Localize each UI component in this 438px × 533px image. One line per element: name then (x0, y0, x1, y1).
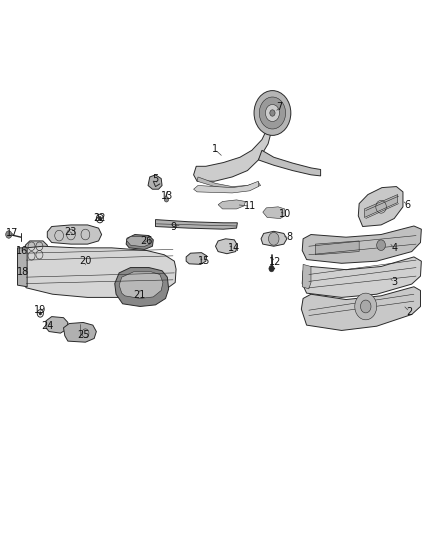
Circle shape (270, 110, 275, 116)
Circle shape (360, 300, 371, 313)
Polygon shape (258, 150, 321, 176)
Polygon shape (302, 226, 421, 263)
Polygon shape (21, 264, 43, 278)
Circle shape (164, 197, 169, 202)
Text: 14: 14 (228, 243, 240, 253)
Text: 26: 26 (141, 236, 153, 246)
Circle shape (259, 97, 286, 129)
Polygon shape (194, 120, 272, 181)
Circle shape (6, 231, 12, 238)
Text: 22: 22 (94, 213, 106, 223)
Polygon shape (358, 187, 403, 227)
Polygon shape (18, 246, 176, 297)
Polygon shape (126, 235, 153, 249)
Circle shape (265, 104, 279, 122)
Text: 12: 12 (269, 257, 281, 267)
Circle shape (269, 265, 274, 272)
Text: 11: 11 (244, 201, 257, 211)
Circle shape (377, 240, 385, 251)
Polygon shape (155, 220, 237, 229)
Polygon shape (186, 253, 207, 264)
Polygon shape (46, 317, 68, 333)
Text: 9: 9 (170, 222, 176, 231)
Text: 3: 3 (391, 278, 397, 287)
Text: 15: 15 (198, 256, 211, 266)
Text: 10: 10 (279, 209, 292, 219)
Polygon shape (215, 239, 237, 254)
Polygon shape (263, 207, 286, 219)
Text: 23: 23 (64, 227, 76, 237)
Text: 7: 7 (276, 102, 283, 111)
Polygon shape (261, 231, 287, 246)
Text: 1: 1 (212, 144, 218, 154)
Polygon shape (194, 181, 258, 193)
Circle shape (254, 91, 291, 135)
Text: 24: 24 (41, 321, 53, 331)
Polygon shape (302, 257, 421, 297)
Polygon shape (126, 237, 150, 247)
Text: 19: 19 (34, 305, 46, 315)
Circle shape (98, 216, 102, 221)
Text: 25: 25 (77, 330, 89, 340)
Text: 18: 18 (17, 267, 29, 277)
Text: 17: 17 (6, 229, 18, 238)
Text: 21: 21 (133, 290, 145, 300)
Polygon shape (24, 241, 47, 262)
Polygon shape (115, 268, 169, 306)
Circle shape (355, 293, 377, 320)
Text: 20: 20 (79, 256, 92, 266)
Polygon shape (364, 195, 398, 217)
Text: 4: 4 (391, 243, 397, 253)
Text: 2: 2 (406, 307, 413, 317)
Polygon shape (315, 241, 359, 255)
Polygon shape (301, 287, 420, 330)
Text: 8: 8 (286, 232, 292, 242)
Polygon shape (197, 177, 261, 189)
Text: 5: 5 (152, 174, 159, 183)
Polygon shape (119, 272, 163, 298)
Polygon shape (64, 322, 96, 342)
Text: 6: 6 (404, 200, 410, 210)
Polygon shape (148, 175, 162, 189)
Circle shape (39, 312, 42, 315)
Polygon shape (18, 248, 27, 287)
Text: 13: 13 (161, 191, 173, 201)
Circle shape (268, 232, 279, 245)
Polygon shape (218, 200, 245, 209)
Polygon shape (302, 264, 311, 289)
Polygon shape (47, 225, 102, 244)
Text: 16: 16 (16, 246, 28, 255)
